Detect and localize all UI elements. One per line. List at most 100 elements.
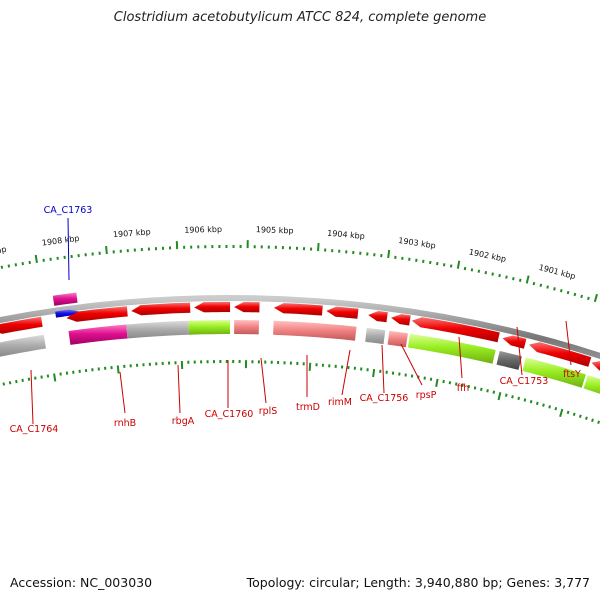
- lower-ruler-minor-tick: [517, 396, 521, 401]
- ruler-kbp-label: 1902 kbp: [468, 247, 507, 263]
- lower-ruler-minor-tick: [429, 377, 433, 381]
- lower-ruler-minor-tick: [492, 390, 496, 394]
- ruler-kbp-label: 1901 kbp: [538, 263, 577, 281]
- gene-trmd-arrow[interactable]: [273, 302, 323, 316]
- gene-labels: CA_C1763 CA_C1764 rnhB rbgA CA_C1760 rplS trmD…: [10, 205, 581, 435]
- cog-box-rbga: [126, 320, 189, 339]
- cog-box-rpls: [234, 320, 260, 335]
- label-leader-line: [177, 364, 181, 414]
- ruler-kbp-label: 1903 kbp: [398, 236, 437, 250]
- lower-ruler-major-tick: [372, 368, 376, 378]
- lower-ruler-minor-tick: [529, 399, 533, 404]
- label-leader-line: [260, 357, 267, 404]
- gene-label[interactable]: ffh: [457, 383, 470, 394]
- gene-ca-c1760-arrow[interactable]: [193, 301, 231, 313]
- gene-label[interactable]: rnhB: [114, 418, 136, 429]
- lower-ruler-minor-tick: [572, 412, 576, 417]
- lower-ruler-minor-tick: [448, 381, 452, 385]
- ruler-minor-tick: [546, 285, 549, 289]
- label-leader-line: [381, 344, 385, 394]
- ruler-major-tick: [456, 260, 461, 269]
- ruler-minor-tick: [0, 265, 4, 269]
- ruler-minor-tick: [491, 272, 494, 276]
- cog-box-trmd: [273, 320, 357, 341]
- gene-label[interactable]: CA_C1753: [500, 376, 549, 387]
- lower-ruler-minor-tick: [542, 403, 545, 407]
- cog-track: [0, 320, 600, 394]
- lower-ruler-major-tick: [308, 362, 312, 371]
- gene-ca-c1756-arrow[interactable]: [367, 310, 388, 323]
- gene-ca-c1753-arrow[interactable]: [502, 335, 527, 349]
- cog-box-rnhb: [68, 324, 128, 345]
- lower-ruler-major-tick: [53, 373, 57, 382]
- cog-box-next: [583, 375, 600, 394]
- gene-track: [0, 292, 600, 378]
- ruler-minor-tick: [484, 270, 488, 275]
- ruler-minor-tick: [14, 263, 18, 267]
- label-leader-line: [119, 371, 126, 414]
- label-leader-line: [458, 336, 463, 379]
- ruler-minor-tick: [463, 266, 467, 271]
- lower-ruler-minor-tick: [467, 384, 471, 389]
- gene-label[interactable]: rbgA: [172, 416, 195, 427]
- gene-rimm-arrow[interactable]: [325, 306, 359, 320]
- lower-ruler-major-tick: [435, 378, 439, 387]
- gene-ca-c1764-arrow[interactable]: [0, 316, 43, 335]
- lower-ruler-minor-tick: [578, 414, 582, 418]
- lower-ruler-minor-tick: [486, 389, 489, 393]
- ruler-minor-tick: [532, 281, 536, 286]
- ruler-minor-tick: [442, 263, 446, 267]
- lower-ruler-minor-tick: [2, 382, 6, 386]
- ruler-minor-tick: [449, 264, 453, 268]
- gene-label[interactable]: rimM: [328, 397, 352, 408]
- lower-ruler-minor-tick: [585, 416, 588, 420]
- cog-box-rpsp: [387, 330, 408, 348]
- lower-ruler-minor-tick: [461, 383, 464, 387]
- gene-rnhb-arrow[interactable]: [66, 306, 128, 323]
- ruler-minor-tick: [498, 273, 501, 278]
- ruler-minor-tick: [559, 288, 563, 293]
- ruler-kbp-label: 1906 kbp: [184, 225, 222, 235]
- gene-ftsy-arrow[interactable]: [528, 342, 592, 368]
- label-leader-line: [516, 326, 523, 376]
- gene-ca-c1763-blue-arrow[interactable]: [54, 309, 80, 318]
- lower-ruler-track: [2, 360, 600, 424]
- lower-ruler-minor-tick: [21, 378, 24, 383]
- lower-ruler-minor-tick: [591, 418, 594, 422]
- lower-ruler-minor-tick: [523, 398, 527, 402]
- cog-box-ffh: [407, 333, 496, 364]
- gene-ca-c1763-arrow[interactable]: [52, 292, 78, 306]
- lower-ruler-minor-tick: [511, 395, 514, 399]
- lower-ruler-minor-tick: [27, 377, 31, 381]
- gene-label[interactable]: rpsP: [416, 390, 437, 401]
- lower-ruler-minor-tick: [423, 376, 426, 380]
- ruler-minor-tick: [477, 269, 481, 273]
- gene-label[interactable]: CA_C1756: [360, 393, 409, 404]
- ruler-major-tick: [105, 245, 108, 255]
- lower-ruler-minor-tick: [34, 376, 37, 380]
- gene-label[interactable]: rplS: [259, 406, 278, 417]
- ruler-minor-tick: [566, 290, 570, 295]
- ruler-kbp-label: 1908 kbp: [41, 234, 80, 248]
- cog-box-ca-c1764: [0, 334, 46, 357]
- gene-rpls-arrow[interactable]: [233, 301, 260, 313]
- ruler-minor-tick: [7, 264, 11, 268]
- lower-ruler-minor-tick: [504, 393, 508, 397]
- gene-label[interactable]: CA_C1763: [44, 205, 93, 216]
- lower-ruler-minor-tick: [548, 405, 552, 409]
- gene-next-arrow[interactable]: [591, 360, 600, 378]
- gene-label[interactable]: CA_C1760: [205, 409, 254, 420]
- ruler-kbp-label: 1904 kbp: [327, 229, 365, 241]
- cog-box-ca-c1760: [188, 320, 230, 335]
- gene-label[interactable]: ftsY: [563, 369, 581, 380]
- gene-label[interactable]: CA_C1764: [10, 424, 59, 435]
- gene-ffh-arrow[interactable]: [411, 317, 500, 343]
- gene-label[interactable]: trmD: [296, 402, 320, 413]
- gene-rpsp-arrow[interactable]: [390, 313, 411, 326]
- map-title: Clostridium acetobutylicum ATCC 824, com…: [113, 10, 487, 25]
- ruler-minor-tick: [505, 275, 508, 279]
- gene-rbga-arrow[interactable]: [130, 302, 191, 316]
- ruler-minor-tick: [580, 294, 584, 299]
- label-leader-line: [30, 369, 34, 425]
